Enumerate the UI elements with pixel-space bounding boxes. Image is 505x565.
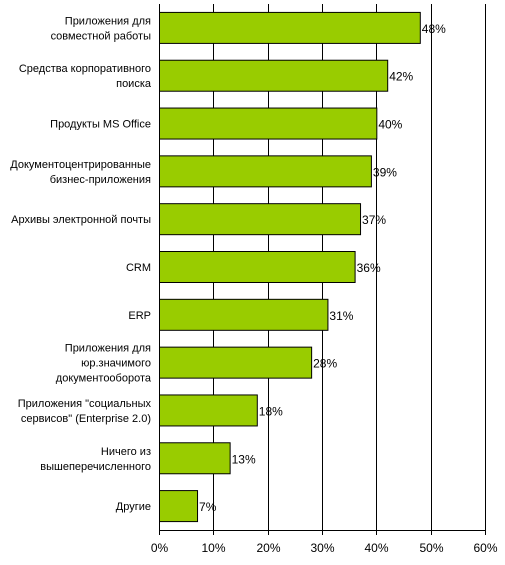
- category-label-6: ERP: [128, 310, 151, 322]
- bar-6: [159, 298, 329, 331]
- data-label-4: 37%: [362, 213, 386, 227]
- x-tick-label-3: 30%: [310, 541, 334, 555]
- category-label-7: Приложения для юр.значимого документооборо…: [56, 343, 152, 385]
- x-tick-label-1: 10%: [201, 541, 225, 555]
- bar-5: [159, 251, 356, 283]
- bar-2: [159, 107, 378, 140]
- data-label-6: 31%: [329, 309, 353, 323]
- category-label-2: Продукты MS Office: [50, 119, 151, 131]
- category-label-9: Ничего из вышеперечисленного: [40, 446, 151, 473]
- data-label-0: 48%: [422, 22, 446, 36]
- category-label-4: Архивы электронной почты: [11, 214, 151, 226]
- bar-7: [159, 346, 313, 379]
- category-label-3: Документоцентрированные бизнес-приложения: [10, 159, 151, 186]
- bar-3: [159, 155, 372, 188]
- category-label-8: Приложения "социальных сервисов" (Enterpr…: [18, 398, 152, 425]
- x-tick-label-6: 60%: [473, 541, 497, 555]
- data-label-9: 13%: [232, 452, 256, 466]
- data-label-3: 39%: [373, 165, 397, 179]
- x-tick-label-0: 0%: [151, 541, 169, 555]
- data-label-2: 40%: [378, 118, 402, 132]
- x-tick-label-2: 20%: [256, 541, 280, 555]
- bar-9: [159, 442, 231, 475]
- bar-10: [159, 490, 199, 523]
- data-label-10: 7%: [199, 500, 217, 514]
- data-label-1: 42%: [389, 70, 413, 84]
- category-label-1: Средства корпоративного поиска: [19, 63, 152, 90]
- category-label-10: Другие: [116, 501, 151, 513]
- data-label-7: 28%: [313, 357, 337, 371]
- x-tick-label-4: 40%: [364, 541, 388, 555]
- data-label-8: 18%: [259, 404, 283, 418]
- category-label-0: Приложения для совместной работы: [51, 15, 152, 42]
- bar-8: [159, 394, 258, 427]
- bar-1: [159, 59, 389, 92]
- category-label-5: CRM: [126, 262, 151, 274]
- data-label-5: 36%: [357, 261, 381, 275]
- bar-4: [159, 203, 362, 236]
- bar-0: [159, 11, 421, 44]
- x-tick-label-5: 50%: [419, 541, 443, 555]
